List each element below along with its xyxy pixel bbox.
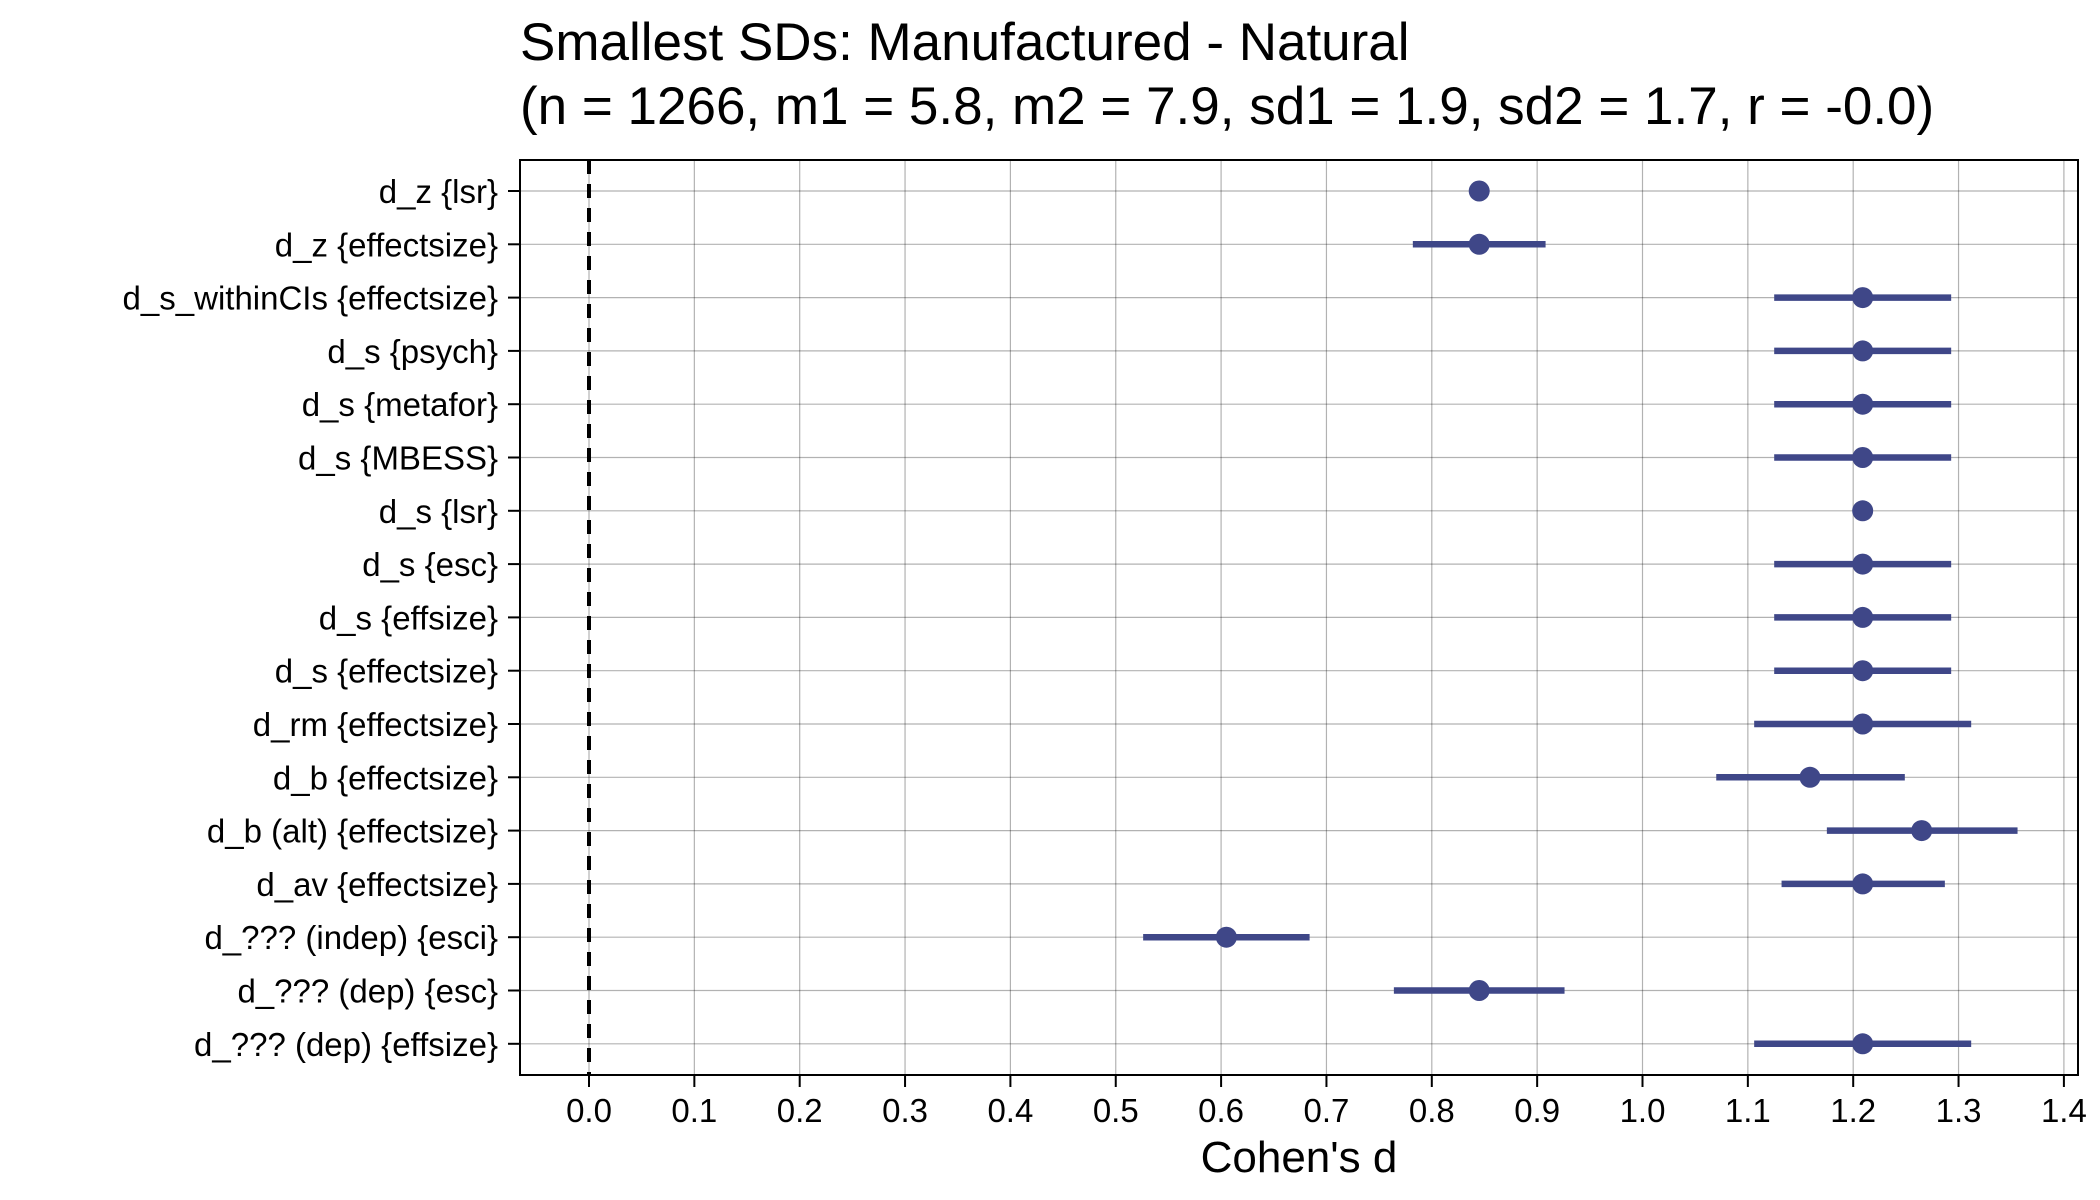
point-estimate — [1215, 926, 1237, 948]
point-estimate — [1468, 980, 1490, 1001]
x-tick-label: 0.2 — [777, 1092, 823, 1129]
row-label: d_s {effsize} — [319, 599, 498, 636]
x-tick-label: 0.7 — [1304, 1092, 1350, 1129]
x-tick-label: 1.2 — [1830, 1092, 1876, 1129]
x-tick-label: 0.9 — [1514, 1092, 1560, 1129]
row-label: d_??? (dep) {effsize} — [194, 1026, 498, 1063]
point-estimate — [1852, 873, 1874, 895]
chart-subtitle: (n = 1266, m1 = 5.8, m2 = 7.9, sd1 = 1.9… — [520, 77, 1935, 136]
chart-title: Smallest SDs: Manufactured - Natural — [520, 13, 1410, 72]
x-tick-label: 0.6 — [1198, 1092, 1244, 1129]
point-estimate — [1799, 766, 1821, 788]
x-tick-label: 0.4 — [987, 1092, 1033, 1129]
estimate-marks — [1143, 180, 2018, 1055]
x-tick-label: 0.1 — [671, 1092, 717, 1129]
vertical-gridlines — [588, 160, 2065, 1075]
x-tick-label: 0.0 — [566, 1092, 612, 1129]
x-tick-label: 1.3 — [1936, 1092, 1982, 1129]
row-label: d_s {MBESS} — [298, 440, 498, 477]
x-axis-ticks: 0.0 0.1 0.2 0.3 0.4 0.5 0.6 0.7 0.8 0.9 1.0 1.1 1.2 1… — [566, 1075, 2087, 1129]
point-estimate — [1852, 500, 1874, 522]
x-tick-label: 1.4 — [2041, 1092, 2087, 1129]
row-label: d_??? (indep) {esci} — [204, 919, 498, 956]
point-estimate — [1852, 1033, 1874, 1055]
x-tick-label: 0.5 — [1093, 1092, 1139, 1129]
row-label: d_b (alt) {effectsize} — [207, 813, 498, 850]
row-label: d_z {effectsize} — [275, 226, 498, 263]
x-tick-label: 0.8 — [1409, 1092, 1455, 1129]
row-label: d_rm {effectsize} — [253, 706, 498, 743]
row-label: d_s {lsr} — [379, 493, 498, 530]
row-label: d_b {effectsize} — [273, 759, 498, 796]
point-estimate — [1852, 553, 1874, 575]
row-label: d_s {psych} — [327, 333, 498, 370]
x-tick-label: 1.0 — [1620, 1092, 1666, 1129]
x-tick-label: 1.1 — [1725, 1092, 1771, 1129]
row-label: d_s_withinCIs {effectsize} — [123, 280, 498, 317]
point-estimate — [1852, 287, 1874, 309]
x-tick-label: 0.3 — [882, 1092, 928, 1129]
point-estimate — [1468, 180, 1490, 202]
point-estimate — [1852, 660, 1874, 682]
row-label: d_s {effectsize} — [275, 653, 498, 690]
point-estimate — [1852, 340, 1874, 362]
row-label: d_z {lsr} — [379, 173, 498, 210]
row-label: d_??? (dep) {esc} — [237, 973, 498, 1010]
point-estimate — [1468, 233, 1490, 255]
row-labels: d_z {lsr} d_z {effectsize} d_s_withinCIs {… — [123, 173, 520, 1063]
x-axis-title: Cohen's d — [1201, 1133, 1398, 1182]
row-label: d_av {effectsize} — [256, 866, 498, 903]
row-label: d_s {metafor} — [302, 386, 498, 423]
point-estimate — [1852, 713, 1874, 735]
point-estimate — [1911, 820, 1933, 842]
point-estimate — [1852, 393, 1874, 415]
point-estimate — [1852, 606, 1874, 628]
point-estimate — [1852, 447, 1874, 468]
row-label: d_s {esc} — [362, 546, 498, 583]
